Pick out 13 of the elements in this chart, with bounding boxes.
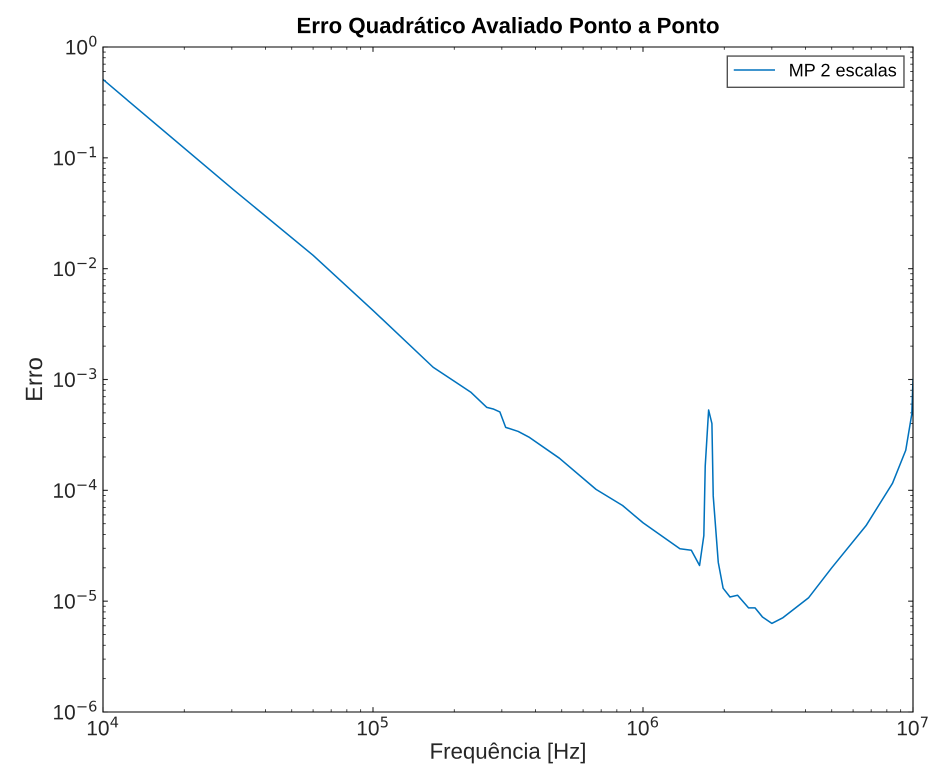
x-tick-label: 10$^{6}$ bbox=[628, 716, 658, 736]
x-tick-label: 10$^{7}$ bbox=[898, 716, 928, 736]
y-tick-label: 10$^{−3}$ bbox=[54, 368, 96, 388]
x-axis-title: Frequência [Hz] bbox=[431, 742, 585, 764]
legend-label: MP 2 escalas bbox=[790, 63, 896, 77]
y-tick-label: 10$^{−2}$ bbox=[54, 257, 96, 276]
y-tick-label: 10$^{−4}$ bbox=[54, 479, 97, 498]
x-tick-label: 10$^{5}$ bbox=[358, 716, 388, 736]
y-axis-title: Erro bbox=[26, 358, 42, 400]
chart-title: Erro Quadrático Avaliado Ponto a Ponto bbox=[298, 16, 719, 38]
y-tick-label: 10$^{−5}$ bbox=[54, 590, 96, 609]
y-tick-label: 10$^{0}$ bbox=[66, 36, 96, 55]
y-tick-label: 10$^{−1}$ bbox=[54, 146, 96, 166]
